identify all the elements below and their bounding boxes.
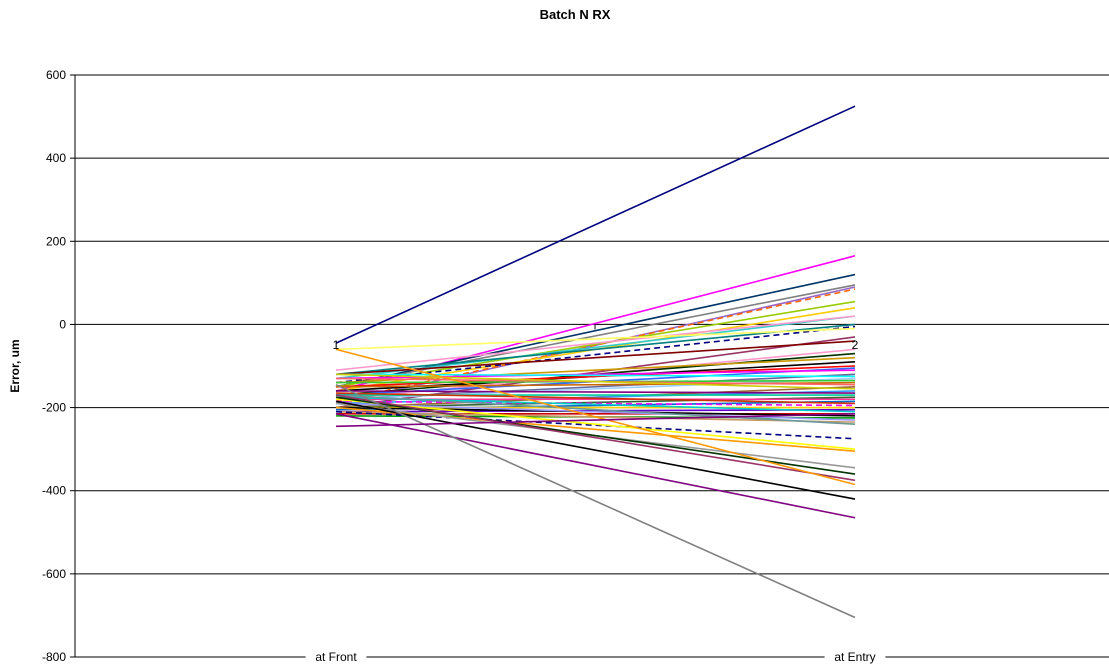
- series-line: [335, 413, 856, 519]
- point-label: 1: [333, 338, 340, 352]
- y-tick-label: -800: [42, 650, 66, 664]
- axes: 600 400 200 0 -200 -400 -600 -800 at Front at Ent…: [42, 68, 886, 664]
- series-line: [335, 365, 856, 388]
- series-line: [335, 373, 856, 390]
- point-label: 2: [852, 338, 859, 352]
- series-line: [335, 105, 856, 344]
- y-tick-label: -400: [42, 484, 66, 498]
- series-line: [335, 394, 856, 482]
- y-tick-label: 600: [46, 68, 66, 82]
- series-line: [335, 315, 856, 371]
- y-tick-label: 0: [59, 317, 66, 331]
- series-line: [335, 284, 856, 388]
- series-line: [335, 373, 856, 378]
- series-line: [335, 398, 856, 450]
- y-tick-label: 200: [46, 234, 66, 248]
- series-line: [335, 348, 856, 486]
- series-line: [335, 400, 856, 407]
- y-axis-label: Error, um: [8, 339, 22, 392]
- x-tick-label-bg: [305, 649, 367, 664]
- series-line: [335, 288, 856, 403]
- series-line: [335, 400, 856, 500]
- series-line: [335, 396, 856, 475]
- series-line: [335, 394, 856, 425]
- y-tick-label: -200: [42, 401, 66, 415]
- series-line: [335, 392, 856, 405]
- series-lines: [335, 105, 856, 619]
- x-tick-label: at Entry: [834, 650, 875, 664]
- series-line: [335, 340, 856, 376]
- chart-title: Batch N RX: [540, 7, 611, 22]
- x-tick-label-bg: [824, 649, 886, 664]
- series-line: [335, 410, 856, 440]
- y-tick-label: 400: [46, 151, 66, 165]
- series-line: [335, 402, 856, 421]
- gridlines: [75, 74, 1109, 658]
- series-line: [335, 356, 856, 384]
- y-tick-label: -600: [42, 567, 66, 581]
- x-tick-label: at Front: [315, 650, 357, 664]
- series-line: [335, 327, 856, 351]
- series-line: [335, 390, 856, 394]
- series-line: [335, 325, 856, 384]
- series-line: [335, 413, 856, 428]
